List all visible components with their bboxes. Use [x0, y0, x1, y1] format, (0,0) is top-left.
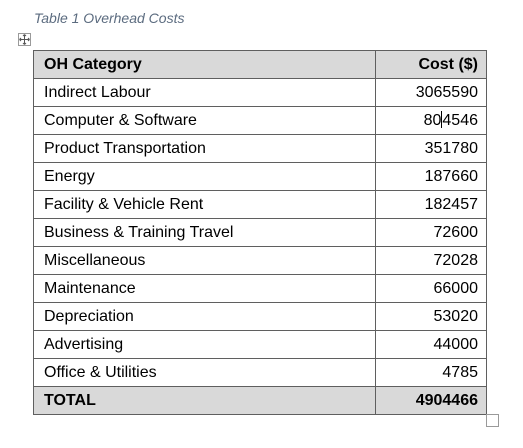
move-arrows-icon[interactable] [18, 33, 31, 46]
cost-cell[interactable]: 3065590 [375, 78, 487, 107]
text-cursor [441, 111, 443, 129]
table-row: Advertising 44000 [32, 330, 487, 359]
category-cell[interactable]: Computer & Software [32, 106, 377, 135]
total-label[interactable]: TOTAL [32, 386, 377, 415]
header-category[interactable]: OH Category [32, 50, 377, 79]
cost-cell[interactable]: 44000 [375, 330, 487, 359]
table-row: Facility & Vehicle Rent 182457 [32, 190, 487, 219]
table-row: Product Transportation 351780 [32, 134, 487, 163]
cost-cell[interactable]: 182457 [375, 190, 487, 219]
cost-text-before-cursor: 80 [423, 112, 442, 129]
cost-cell[interactable]: 187660 [375, 162, 487, 191]
cost-cell[interactable]: 72600 [375, 218, 487, 247]
cost-cell[interactable]: 72028 [375, 246, 487, 275]
cost-cell[interactable]: 351780 [375, 134, 487, 163]
category-cell[interactable]: Energy [32, 162, 377, 191]
cost-cell[interactable]: 4785 [375, 358, 487, 387]
overhead-costs-table: OH Category Cost ($) Indirect Labour 306… [32, 50, 487, 415]
category-cell[interactable]: Office & Utilities [32, 358, 377, 387]
table-row: Indirect Labour 3065590 [32, 78, 487, 107]
table-caption: Table 1 Overhead Costs [34, 10, 185, 26]
table-row: Business & Training Travel 72600 [32, 218, 487, 247]
table-total-row: TOTAL 4904466 [32, 386, 487, 415]
header-cost[interactable]: Cost ($) [375, 50, 487, 79]
table-row: Energy 187660 [32, 162, 487, 191]
table-header-row: OH Category Cost ($) [32, 50, 487, 79]
category-cell[interactable]: Business & Training Travel [32, 218, 377, 247]
total-cost[interactable]: 4904466 [375, 386, 487, 415]
cost-cell[interactable]: 66000 [375, 274, 487, 303]
table-row: Computer & Software 804546 [32, 106, 487, 135]
cost-text-after-cursor: 4546 [442, 112, 478, 129]
category-cell[interactable]: Advertising [32, 330, 377, 359]
cost-cell[interactable]: 53020 [375, 302, 487, 331]
resize-square-icon[interactable] [486, 414, 499, 427]
category-cell[interactable]: Facility & Vehicle Rent [32, 190, 377, 219]
category-cell[interactable]: Indirect Labour [32, 78, 377, 107]
category-cell[interactable]: Product Transportation [32, 134, 377, 163]
table-row: Miscellaneous 72028 [32, 246, 487, 275]
table-row: Office & Utilities 4785 [32, 358, 487, 387]
category-cell[interactable]: Miscellaneous [32, 246, 377, 275]
category-cell[interactable]: Depreciation [32, 302, 377, 331]
table-row: Depreciation 53020 [32, 302, 487, 331]
cost-cell[interactable]: 804546 [375, 106, 487, 135]
table-row: Maintenance 66000 [32, 274, 487, 303]
category-cell[interactable]: Maintenance [32, 274, 377, 303]
